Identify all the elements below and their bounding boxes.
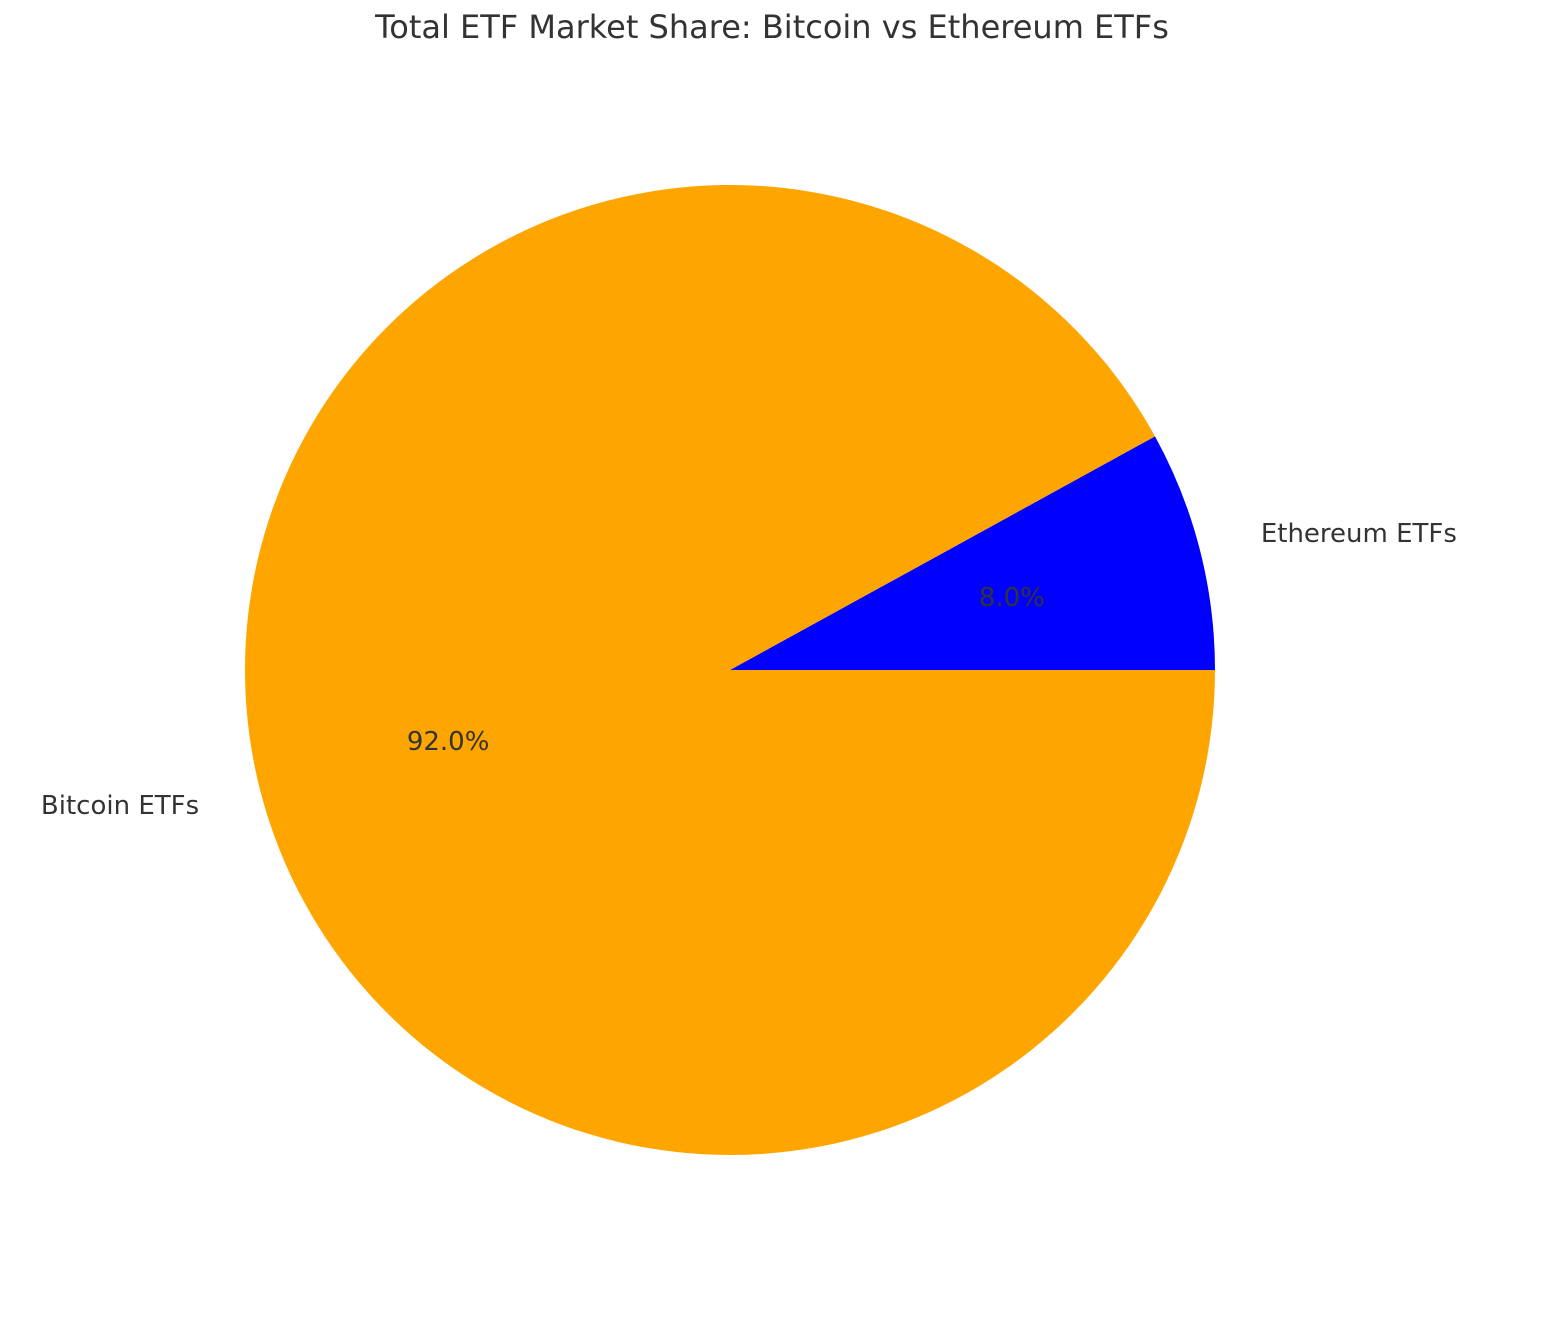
pie-chart-container: Total ETF Market Share: Bitcoin vs Ether… <box>0 0 1544 1322</box>
pct-label-bitcoin: 92.0% <box>407 727 490 757</box>
slice-label-ethereum: Ethereum ETFs <box>1261 519 1457 549</box>
slice-label-bitcoin: Bitcoin ETFs <box>41 791 199 821</box>
pct-label-ethereum: 8.0% <box>979 583 1045 613</box>
pie-svg <box>0 0 1544 1322</box>
